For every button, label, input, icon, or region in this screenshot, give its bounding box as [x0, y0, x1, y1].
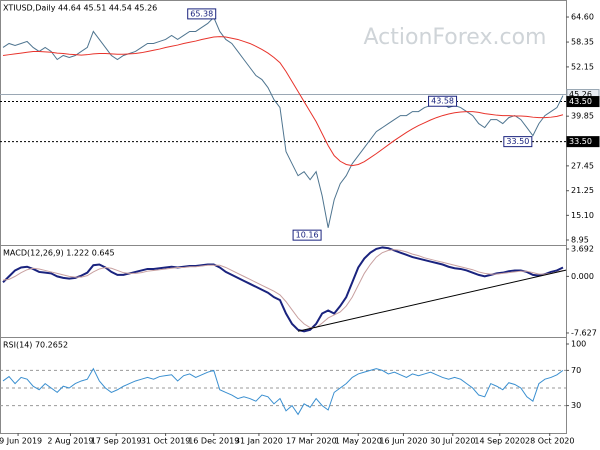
y-tick-label: -7.627: [571, 328, 597, 337]
annotation-box: [187, 8, 217, 20]
price-marker: [566, 96, 600, 108]
series-line: [2, 367, 564, 416]
series-line: [2, 36, 564, 167]
x-tick-label: 28 Oct 2020: [525, 437, 574, 446]
x-tick-label: 19 Jun 2019: [0, 437, 42, 446]
watermark: ActionForex.com: [364, 25, 547, 50]
panel-title: MACD(12,26,9) 1.222 0.645: [3, 249, 115, 258]
series-line: [2, 249, 564, 329]
panel-frame: [0, 337, 567, 434]
y-tick-label: 52.15: [571, 62, 594, 71]
x-tick-label: 1 May 2020: [335, 437, 382, 446]
x-tick-label: 31 Jan 2020: [235, 437, 283, 446]
x-tick-label: 17 Sep 2019: [91, 437, 142, 446]
x-tick-label: 2 Aug 2019: [47, 437, 93, 446]
price-annotation: 65.38: [187, 8, 217, 20]
y-tick-label: 100: [571, 340, 586, 349]
price-annotation: 43.58: [428, 95, 458, 107]
y-tick-label: 8.95: [571, 235, 589, 244]
y-tick-label: 70: [571, 366, 581, 375]
y-tick-label: 0.000: [571, 272, 594, 281]
series-line: [2, 16, 564, 228]
x-tick-label: 17 Mar 2020: [286, 437, 337, 446]
series-line: [2, 246, 564, 333]
trend-line: [297, 269, 567, 332]
x-tick-label: 31 Oct 2019: [141, 437, 190, 446]
y-tick-label: 27.45: [571, 161, 594, 170]
price-marker-label: 43.50: [569, 97, 592, 106]
y-tick-label: 30: [571, 401, 581, 410]
x-tick-label: 30 Jul 2020: [430, 437, 475, 446]
price-marker-label: 45.26: [569, 90, 592, 99]
annotation-box: [503, 136, 533, 148]
y-tick-label: 39.85: [571, 112, 594, 121]
annotation-box: [428, 95, 458, 107]
y-tick-label: 58.35: [571, 38, 594, 47]
annotation-label: 65.38: [190, 9, 213, 18]
panel-title: RSI(14) 70.2652: [3, 341, 68, 350]
y-tick-label: 21.25: [571, 186, 594, 195]
price-marker-label: 33.50: [569, 137, 592, 146]
y-tick-label: 15.10: [571, 211, 594, 220]
x-tick-label: 14 Sep 2020: [474, 437, 525, 446]
price-annotation: 10.16: [292, 229, 322, 241]
annotation-label: 33.50: [506, 137, 529, 146]
x-tick-label: 16 Dec 2019: [188, 437, 239, 446]
x-tick-label: 16 Jun 2020: [379, 437, 427, 446]
price-annotation: 33.50: [503, 136, 533, 148]
y-tick-label: 64.60: [571, 13, 594, 22]
annotation-label: 10.16: [296, 231, 319, 240]
y-tick-label: 3.692: [571, 244, 594, 253]
panel-title: XTIUSD,Daily 44.64 45.51 44.54 45.26: [3, 4, 157, 13]
annotation-box: [292, 229, 322, 241]
annotation-label: 43.58: [431, 97, 454, 106]
price-marker: [566, 136, 600, 148]
